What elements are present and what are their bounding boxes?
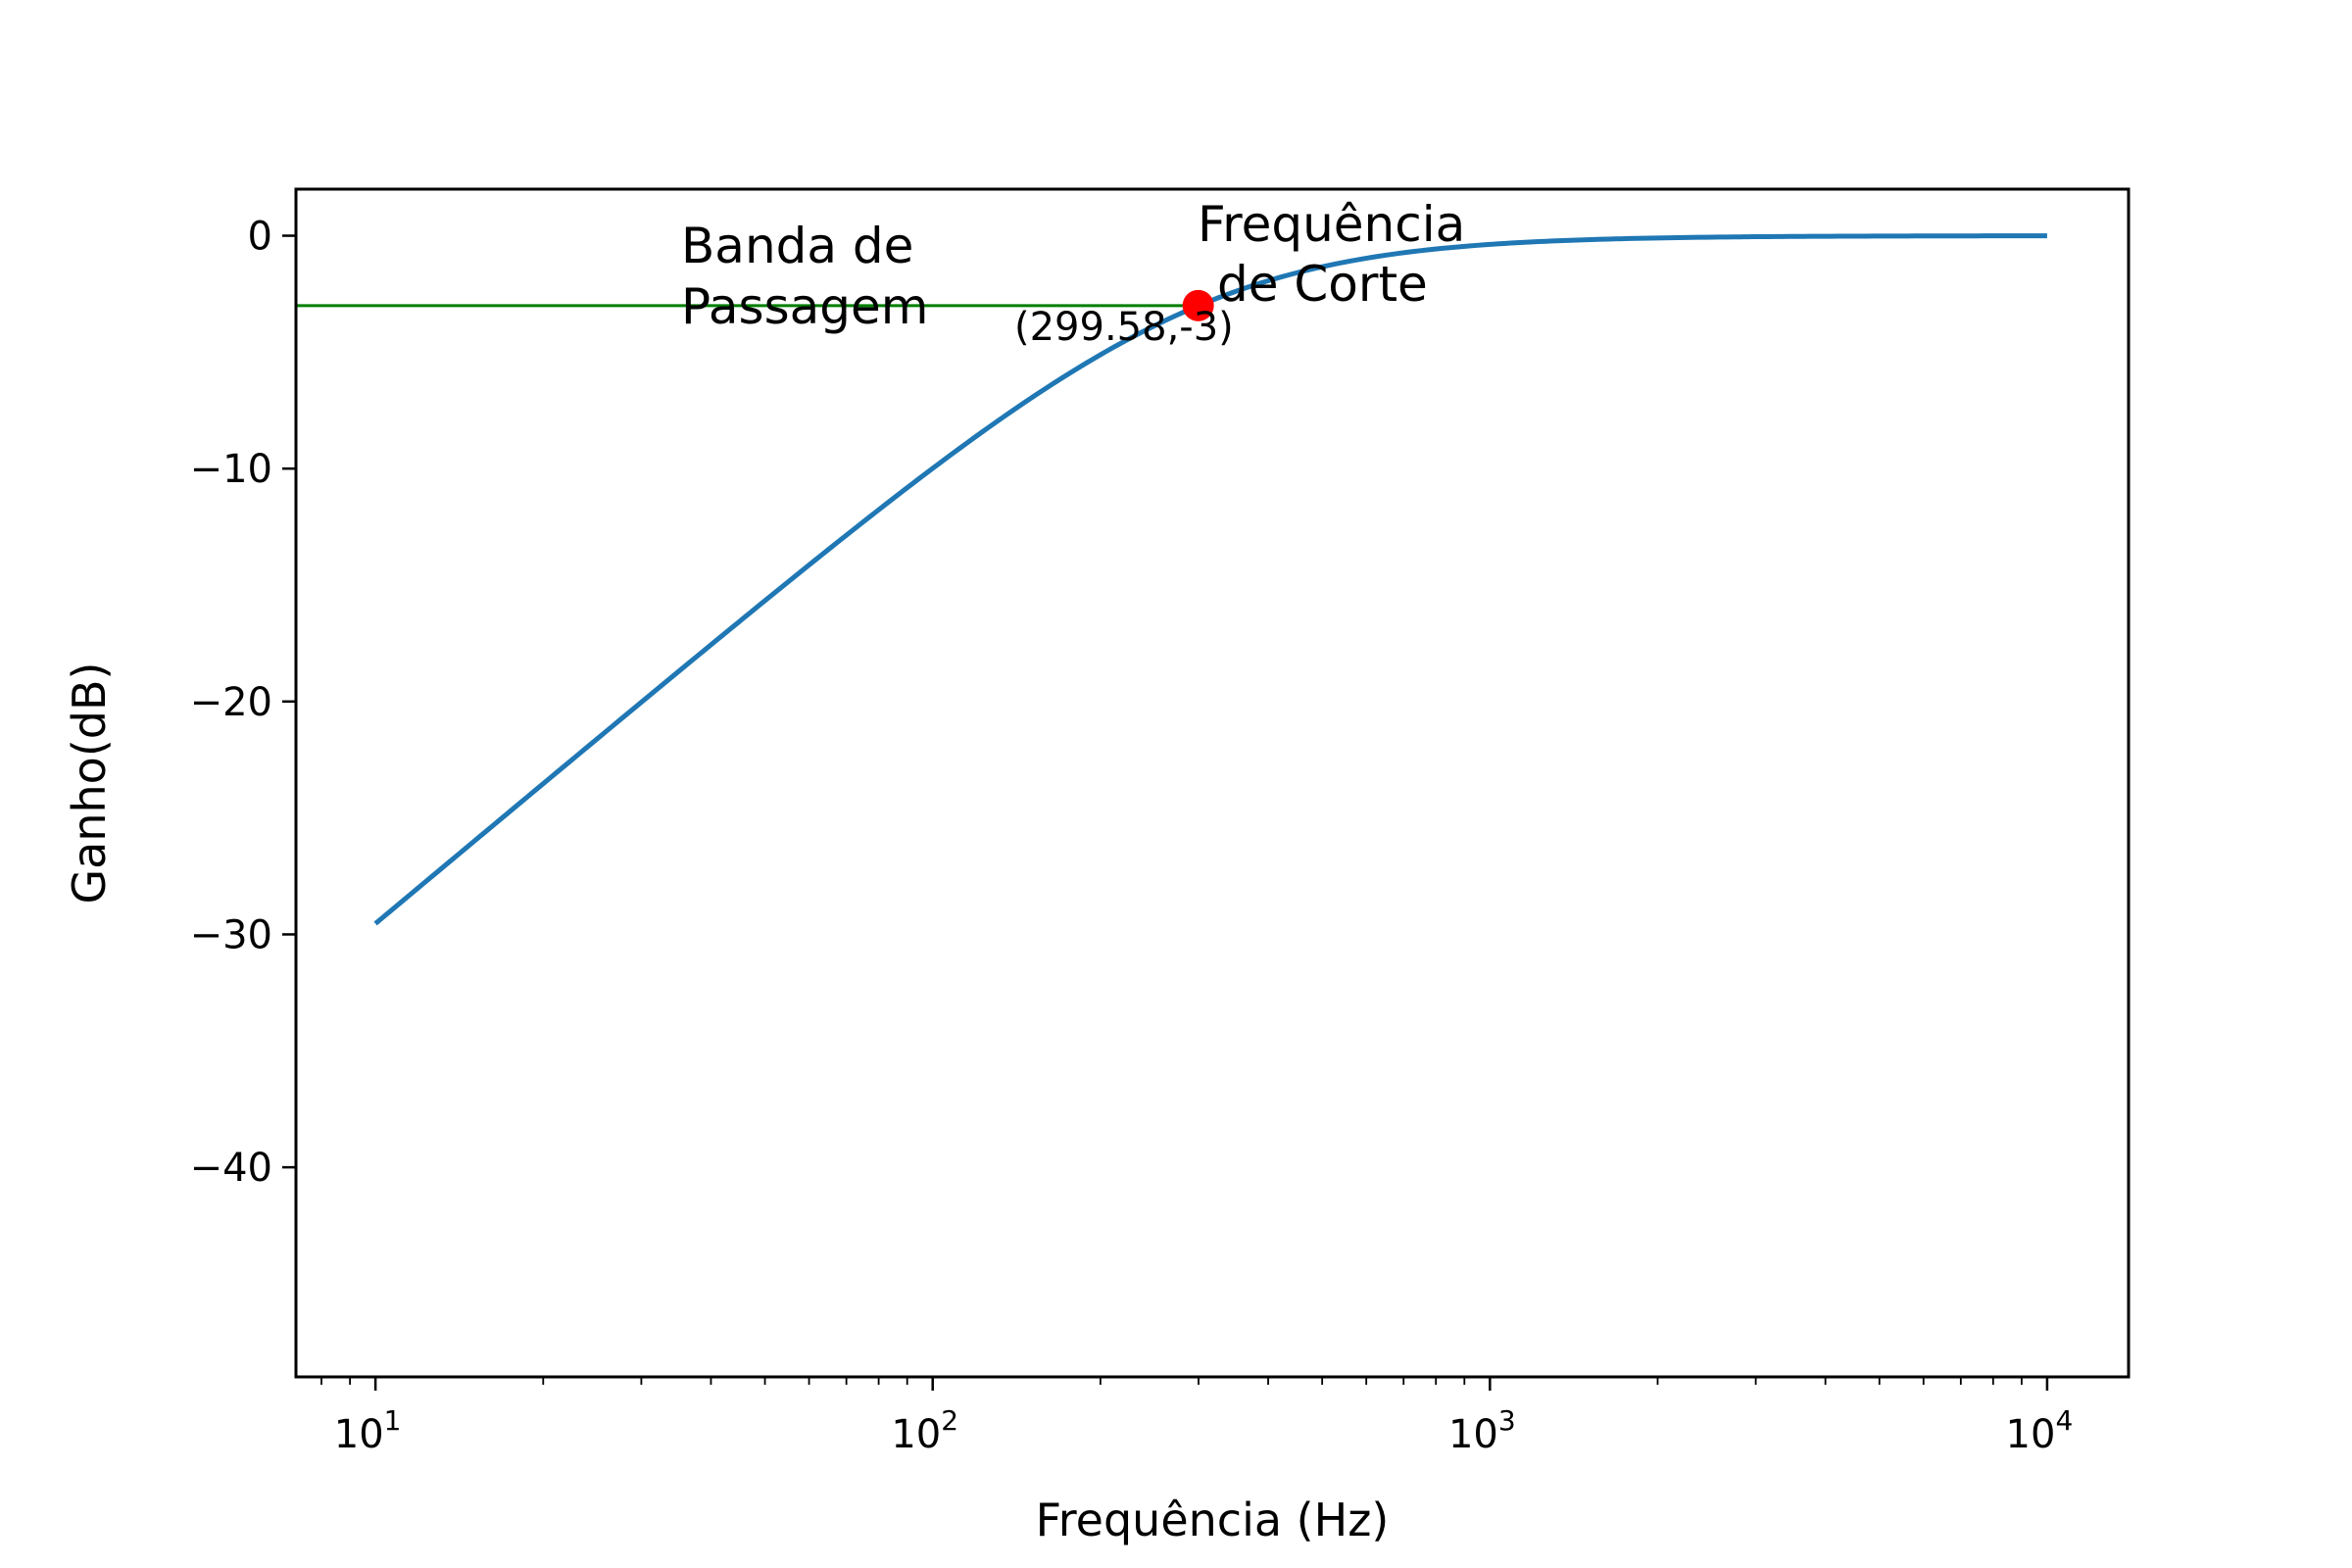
- y-axis: 0 −10 −20 −30 −40: [190, 215, 296, 1191]
- y-axis-label: Ganho(dB): [63, 662, 116, 905]
- band-annotation-line2: Passagem: [681, 278, 929, 335]
- y-tick-label: −30: [190, 912, 272, 957]
- cutoff-annotation-line1: Frequência: [1198, 196, 1465, 253]
- x-tick-label: 102: [891, 1404, 958, 1457]
- cutoff-point: [1182, 289, 1214, 321]
- y-tick-label: −20: [190, 680, 272, 725]
- plot-frame: [294, 187, 2131, 1379]
- cutoff-point-label: (299.58,-3): [1014, 305, 1234, 350]
- cutoff-annotation-line2: de Corte: [1217, 256, 1428, 313]
- band-annotation-line1: Banda de: [681, 218, 913, 274]
- x-tick-label: 104: [2006, 1404, 2074, 1457]
- x-axis-label: Frequência (Hz): [1036, 1494, 1390, 1546]
- y-tick-label: −40: [190, 1146, 272, 1191]
- y-tick-label: 0: [248, 215, 272, 260]
- x-tick-label: 101: [334, 1404, 402, 1457]
- x-axis: 101 102 103 104: [320, 1377, 2074, 1457]
- y-tick-label: −10: [190, 447, 272, 492]
- x-tick-label: 103: [1448, 1404, 1516, 1457]
- plot-area: [296, 233, 2047, 926]
